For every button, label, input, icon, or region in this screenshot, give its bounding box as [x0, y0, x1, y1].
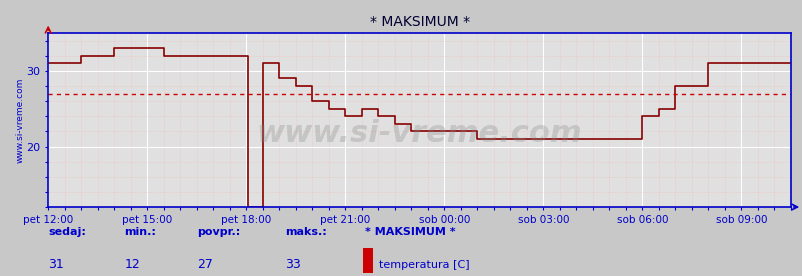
- Text: 12: 12: [124, 258, 140, 271]
- Text: maks.:: maks.:: [285, 227, 326, 237]
- Text: * MAKSIMUM *: * MAKSIMUM *: [365, 227, 456, 237]
- Text: www.si-vreme.com: www.si-vreme.com: [257, 120, 581, 148]
- Text: 31: 31: [48, 258, 64, 271]
- Title: * MAKSIMUM *: * MAKSIMUM *: [369, 15, 469, 29]
- Text: sedaj:: sedaj:: [48, 227, 86, 237]
- Text: povpr.:: povpr.:: [196, 227, 240, 237]
- Y-axis label: www.si-vreme.com: www.si-vreme.com: [16, 77, 25, 163]
- Text: min.:: min.:: [124, 227, 156, 237]
- Text: 33: 33: [285, 258, 301, 271]
- Text: temperatura [C]: temperatura [C]: [379, 260, 469, 270]
- Text: 27: 27: [196, 258, 213, 271]
